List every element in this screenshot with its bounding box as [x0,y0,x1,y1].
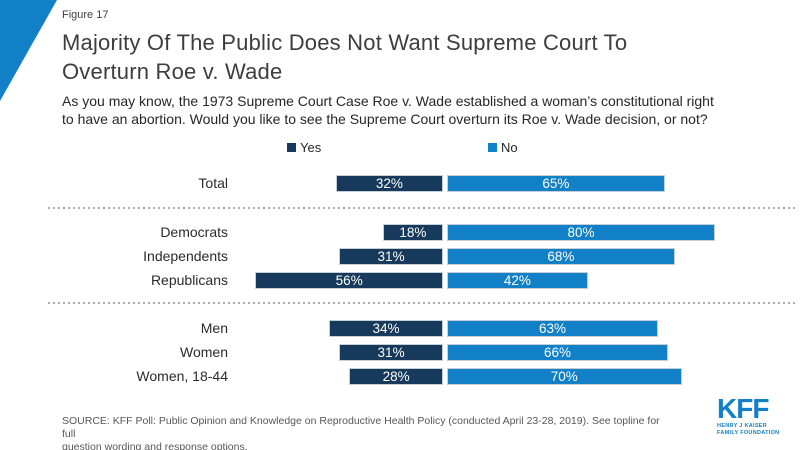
chart-row: Independents 31% 68% [0,248,800,265]
title-line-2: Overturn Roe v. Wade [62,59,283,84]
no-swatch-icon [488,142,497,152]
chart-row: Republicans 56% 42% [0,272,800,289]
chart-row: Women 31% 66% [0,344,800,361]
yes-bar: 18% [382,224,443,241]
chart-row: Democrats 18% 80% [0,224,800,241]
no-value: 80% [567,225,595,240]
chart-row: Women, 18-44 28% 70% [0,368,800,385]
yes-value: 32% [375,176,403,191]
yes-bar: 31% [339,248,443,265]
kff-logo-text: KFF [717,393,769,424]
chart-row: Total 32% 65% [0,175,800,192]
yes-bar: 31% [339,344,443,361]
group-divider-line [48,207,798,209]
category-label: Total [198,175,228,191]
category-label: Women [180,344,228,360]
category-label: Women, 18-44 [136,368,228,384]
kff-corner-accent-icon [0,0,57,101]
no-bar: 80% [447,224,715,241]
no-value: 66% [544,345,572,360]
chart-title: Majority Of The Public Does Not Want Sup… [62,28,627,86]
yes-value: 28% [382,369,410,384]
yes-value: 31% [377,345,405,360]
subtitle-line-2: to have an abortion. Would you like to s… [62,110,708,127]
category-label: Independents [143,248,228,264]
no-bar: 66% [447,344,669,361]
category-label: Men [200,320,228,336]
chart-row: Men 34% 63% [0,320,800,337]
yes-bar: 34% [329,320,443,337]
legend-label-yes: Yes [300,139,322,155]
kff-logo-subtext: HENRY J KAISER FAMILY FOUNDATION [717,423,780,436]
source-note: SOURCE: KFF Poll: Public Opinion and Kno… [62,415,662,450]
group-divider-line [48,302,798,304]
no-bar: 70% [447,368,682,385]
yes-bar: 28% [349,368,443,385]
figure-label: Figure 17 [62,9,109,21]
no-value: 63% [539,321,567,336]
legend-item-yes: Yes [287,139,322,155]
yes-value: 18% [399,225,427,240]
no-value: 42% [503,273,531,288]
kff-logo: KFF HENRY J KAISER FAMILY FOUNDATION [717,393,780,436]
chart-subtitle: As you may know, the 1973 Supreme Court … [62,93,782,128]
yes-value: 56% [335,273,363,288]
subtitle-line-1: As you may know, the 1973 Supreme Court … [62,93,714,109]
legend-label-no: No [501,139,518,155]
yes-bar: 32% [335,175,443,192]
no-bar: 42% [447,272,588,289]
no-value: 68% [547,249,575,264]
yes-value: 31% [377,249,405,264]
title-line-1: Majority Of The Public Does Not Want Sup… [62,30,628,55]
yes-bar: 56% [255,272,443,289]
no-bar: 63% [447,320,659,337]
no-value: 65% [542,176,570,191]
no-bar: 65% [447,175,665,192]
no-bar: 68% [447,248,675,265]
category-label: Republicans [150,272,228,288]
no-value: 70% [550,369,578,384]
source-line-2: question wording and response options. [62,441,248,450]
yes-value: 34% [372,321,400,336]
legend-item-no: No [488,139,518,155]
category-label: Democrats [160,224,228,240]
source-line-1: SOURCE: KFF Poll: Public Opinion and Kno… [62,415,660,440]
yes-swatch-icon [287,142,296,152]
